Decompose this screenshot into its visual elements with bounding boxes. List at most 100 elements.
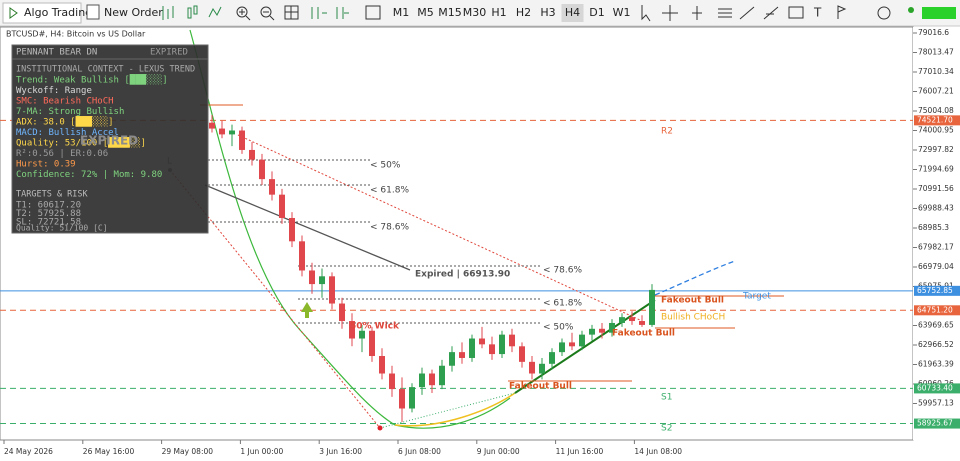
level-tag — [914, 285, 960, 296]
candle-body — [279, 194, 285, 218]
level-label: R2 — [661, 127, 673, 137]
target-label: Target — [742, 292, 771, 302]
targets-title: TARGETS & RISK — [16, 190, 89, 200]
expired-label: Expired | 66913.90 — [415, 270, 510, 280]
timeframe-button[interactable]: H2 — [516, 6, 531, 19]
watermark: EXPIRED — [80, 134, 138, 148]
target-line: T1: 60617.20 — [16, 201, 81, 211]
algo-trading-button[interactable] — [2, 2, 82, 24]
candle-body — [229, 130, 235, 135]
timeframe-button[interactable]: W1 — [613, 6, 631, 19]
candle-body — [559, 342, 565, 353]
level-icon — [908, 7, 914, 13]
pennant-lower — [169, 169, 381, 429]
candle-body — [209, 122, 215, 129]
timeframe-button[interactable]: M1 — [393, 6, 410, 19]
candle-body — [539, 363, 545, 374]
candle-body — [579, 334, 585, 347]
target-line: SL: 72721.58 — [16, 218, 81, 228]
y-tick-label: 74000.95 — [918, 125, 954, 134]
y-tick-label: 72997.82 — [918, 145, 954, 154]
candle-body — [469, 338, 475, 358]
timeframe-button[interactable]: H4 — [565, 6, 580, 19]
screenshot-icon[interactable] — [365, 5, 381, 20]
fakeout-label: Fakeout Bull — [612, 329, 675, 339]
account-icon[interactable] — [877, 6, 891, 20]
timeframe-button[interactable]: M15 — [438, 6, 462, 19]
candle-body — [369, 330, 375, 357]
zoom-icons[interactable] — [236, 5, 299, 21]
candle-body — [629, 317, 635, 322]
timeframe-selected — [561, 4, 584, 22]
symbol-title: BTCUSD#, H4: Bitcoin vs US Dollar — [6, 30, 146, 39]
panel-line: ADX: 38.0 [███░░░] — [16, 116, 114, 128]
timeframe-button[interactable]: D1 — [589, 6, 604, 19]
candle-body — [619, 317, 625, 323]
fib-label: < 78.6% — [543, 266, 582, 276]
x-tick-label: 26 May 16:00 — [83, 447, 135, 456]
panel-status: EXPIRED — [150, 48, 188, 58]
new-order-icon[interactable] — [86, 4, 100, 20]
fakeout-label: Fakeout Bull — [661, 296, 724, 306]
y-tick-label: 71994.69 — [918, 164, 954, 173]
x-tick-label: 29 May 08:00 — [162, 447, 214, 456]
choch-label: Bullish CHoCH — [661, 313, 725, 323]
level-tag-label: 65752.85 — [917, 286, 953, 295]
level-tag — [914, 115, 960, 126]
timeframe-button[interactable]: M30 — [463, 6, 487, 19]
scroll-icons[interactable] — [311, 7, 349, 19]
candle-body — [609, 322, 615, 333]
new-order-label[interactable]: New Order — [104, 6, 163, 19]
candle-body — [359, 330, 365, 339]
panel-section: INSTITUTIONAL CONTEXT - LEXUS TREND — [16, 65, 195, 75]
status-bar — [922, 7, 956, 19]
candle-body — [319, 276, 325, 285]
price-axis — [913, 27, 960, 440]
candle-body — [239, 130, 245, 150]
candle-body — [259, 159, 265, 180]
play-icon — [9, 7, 18, 19]
candle-body — [289, 217, 295, 242]
candle-body — [379, 356, 385, 374]
y-tick-label: 69988.43 — [918, 203, 954, 212]
projection — [654, 260, 736, 296]
candle-body — [409, 387, 415, 409]
info-panel — [11, 44, 209, 234]
level-label: S2 — [661, 424, 672, 434]
level-tag-label: 64751.20 — [917, 305, 953, 314]
target-line: T2: 57925.88 — [16, 209, 81, 219]
candle-body — [639, 321, 645, 325]
candle-body — [529, 361, 535, 374]
chart-type-icons[interactable] — [162, 5, 222, 20]
yellow-curve — [394, 392, 516, 427]
y-tick-label: 63969.65 — [918, 321, 954, 330]
candle-body — [429, 373, 435, 386]
candle-body — [499, 334, 505, 355]
candle-body — [349, 321, 355, 339]
y-tick-label: 66979.04 — [918, 262, 954, 271]
level-tag-label: 58925.67 — [917, 419, 953, 428]
panel-line: 7-MA: Strong Bullish — [16, 107, 124, 117]
panel-title: PENNANT BEAR DN — [16, 48, 97, 58]
x-tick-label: 9 Jun 00:00 — [477, 447, 520, 456]
y-tick-label: 68985.3 — [918, 223, 949, 232]
candle-body — [339, 303, 345, 322]
panel-line: Confidence: 72% | Mom: 9.80 — [16, 170, 162, 180]
y-tick-label: 75004.08 — [918, 106, 954, 115]
candle-body — [419, 373, 425, 388]
candle-body — [439, 365, 445, 386]
fib-label: < 78.6% — [370, 223, 409, 233]
x-tick-label: 1 Jun 00:00 — [240, 447, 283, 456]
algo-trading-label[interactable]: Algo Trading — [24, 6, 92, 19]
timeframe-button[interactable]: H3 — [540, 6, 555, 19]
timeframe-button[interactable]: H1 — [491, 6, 506, 19]
panel-line: Wyckoff: Range — [16, 86, 92, 96]
candle-body — [589, 328, 595, 335]
candle-body — [549, 352, 555, 364]
candle-body — [509, 334, 515, 347]
panel-quality: Quality: 51/100 [C] — [16, 224, 108, 233]
drawing-tools[interactable]: T — [641, 5, 847, 22]
fakeout-label: Fakeout Bull — [509, 382, 572, 392]
timeframe-button[interactable]: M5 — [417, 6, 434, 19]
